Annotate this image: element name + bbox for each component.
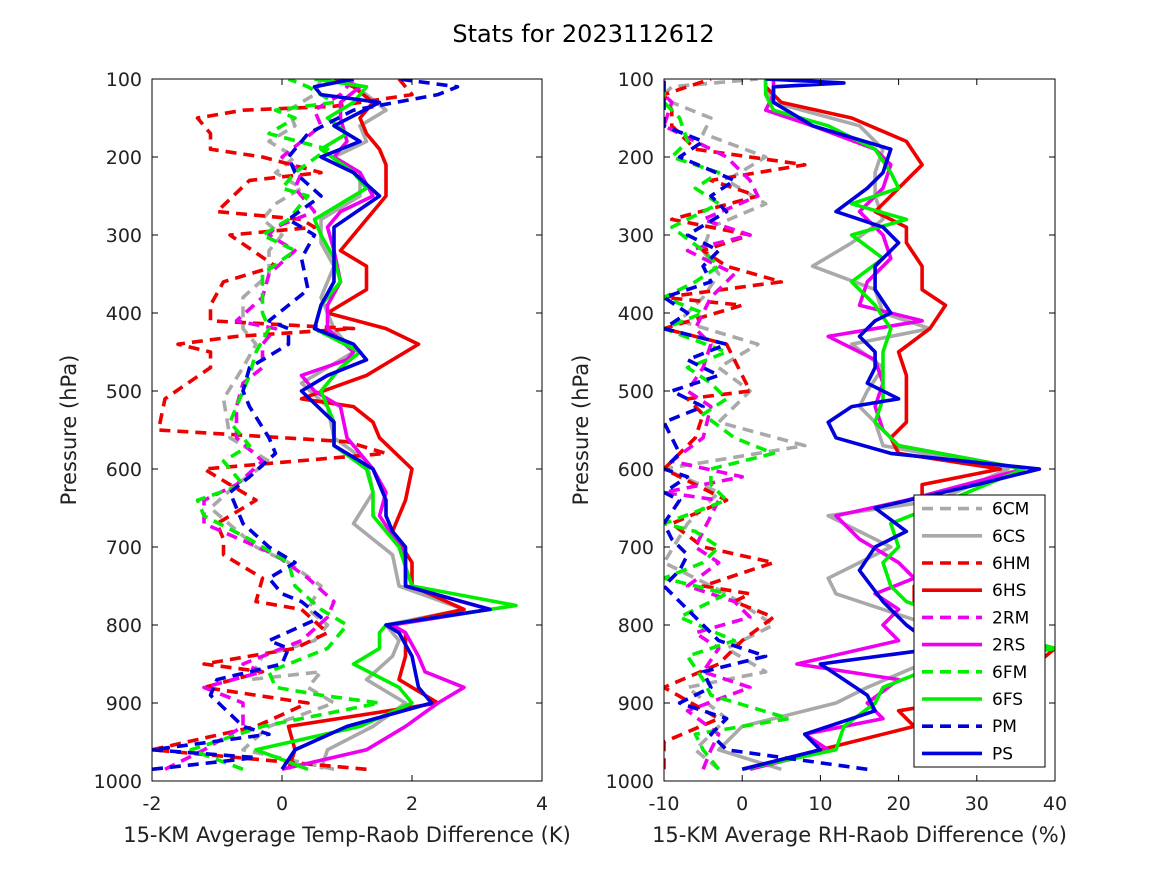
y-axis-label: Pressure (hPa): [569, 355, 593, 506]
y-tick-label: 500: [106, 381, 142, 403]
y-tick-label: 800: [106, 615, 142, 637]
x-tick-label: 20: [887, 793, 911, 815]
y-tick-label: 800: [618, 615, 654, 637]
y-tick-label: 300: [106, 225, 142, 247]
x-tick-label: 0: [276, 793, 288, 815]
y-axis-label: Pressure (hPa): [57, 355, 81, 506]
x-tick-label: 2: [406, 793, 418, 815]
series-line-6hm: [664, 79, 807, 770]
axes-box: [151, 78, 543, 782]
x-tick-label: -10: [648, 793, 679, 815]
x-axis-label: 15-KM Avgerage Temp-Raob Difference (K): [123, 823, 571, 847]
legend-label-ps: PS: [992, 744, 1013, 764]
legend: 6CM 6CS 6HM 6HS 2RM 2RS 6FM 6FS PM PS: [913, 494, 1046, 768]
y-tick-label: 300: [618, 225, 654, 247]
series-line-6fm: [664, 79, 791, 771]
x-tick-label: 0: [736, 793, 748, 815]
y-tick-label: 400: [618, 303, 654, 325]
y-tick-label: 1000: [94, 771, 142, 793]
legend-label-6cm: 6CM: [992, 500, 1029, 520]
y-tick-label: 900: [618, 693, 654, 715]
series-line-6cs: [299, 79, 466, 770]
axes-box: [663, 78, 1056, 782]
y-tick-label: 200: [106, 147, 142, 169]
series-line-6hs: [286, 79, 466, 770]
series-line-2rm: [664, 79, 760, 770]
series-line-6cm: [208, 79, 336, 772]
y-tick-label: 1000: [606, 771, 654, 793]
y-tick-label: 600: [106, 459, 142, 481]
y-tick-label: 200: [618, 147, 654, 169]
y-tick-label: 700: [618, 537, 654, 559]
series-line-pm: [664, 79, 868, 772]
y-tick-label: 700: [106, 537, 142, 559]
legend-label-6hs: 6HS: [992, 581, 1026, 601]
series-line-6cm: [664, 79, 807, 771]
y-tick-label: 100: [106, 69, 142, 91]
x-tick-label: 30: [965, 793, 989, 815]
y-tick-label: 400: [106, 303, 142, 325]
series-group: [152, 79, 518, 772]
y-tick-label: 500: [618, 381, 654, 403]
x-axis-label: 15-KM Average RH-Raob Difference (%): [652, 823, 1067, 847]
x-tick-label: 40: [1043, 793, 1067, 815]
legend-label-6fm: 6FM: [992, 663, 1027, 683]
legend-label-6hm: 6HM: [992, 554, 1030, 574]
series-line-pm: [152, 79, 460, 772]
legend-label-2rs: 2RS: [992, 636, 1025, 656]
legend-box: [913, 494, 1046, 768]
legend-label-6cs: 6CS: [992, 527, 1025, 547]
legend-label-2rm: 2RM: [992, 608, 1029, 628]
chart-title: Stats for 2023112612: [452, 20, 715, 48]
series-line-6fm: [189, 79, 382, 771]
series-line-ps: [741, 79, 1042, 772]
x-tick-label: -2: [143, 793, 162, 815]
x-tick-label: 4: [536, 793, 548, 815]
series-line-6hm: [152, 79, 414, 772]
series-group: [664, 79, 1055, 772]
series-line-6fs: [254, 79, 518, 771]
y-tick-label: 100: [618, 69, 654, 91]
x-tick-label: 10: [808, 793, 832, 815]
series-line-ps: [280, 79, 492, 771]
legend-label-6fs: 6FS: [992, 690, 1023, 710]
legend-label-pm: PM: [992, 717, 1017, 737]
panel-2: -10 0 10 20 30 40 100 200 300 400 500 600 700 800 900 1…: [569, 69, 1067, 847]
panel-1: -2 0 2 4 100 200 300 400 500 600 700 800 900 1000 15-K…: [57, 69, 571, 847]
series-line-2rs: [281, 79, 492, 772]
y-tick-label: 600: [618, 459, 654, 481]
y-tick-label: 900: [106, 693, 142, 715]
